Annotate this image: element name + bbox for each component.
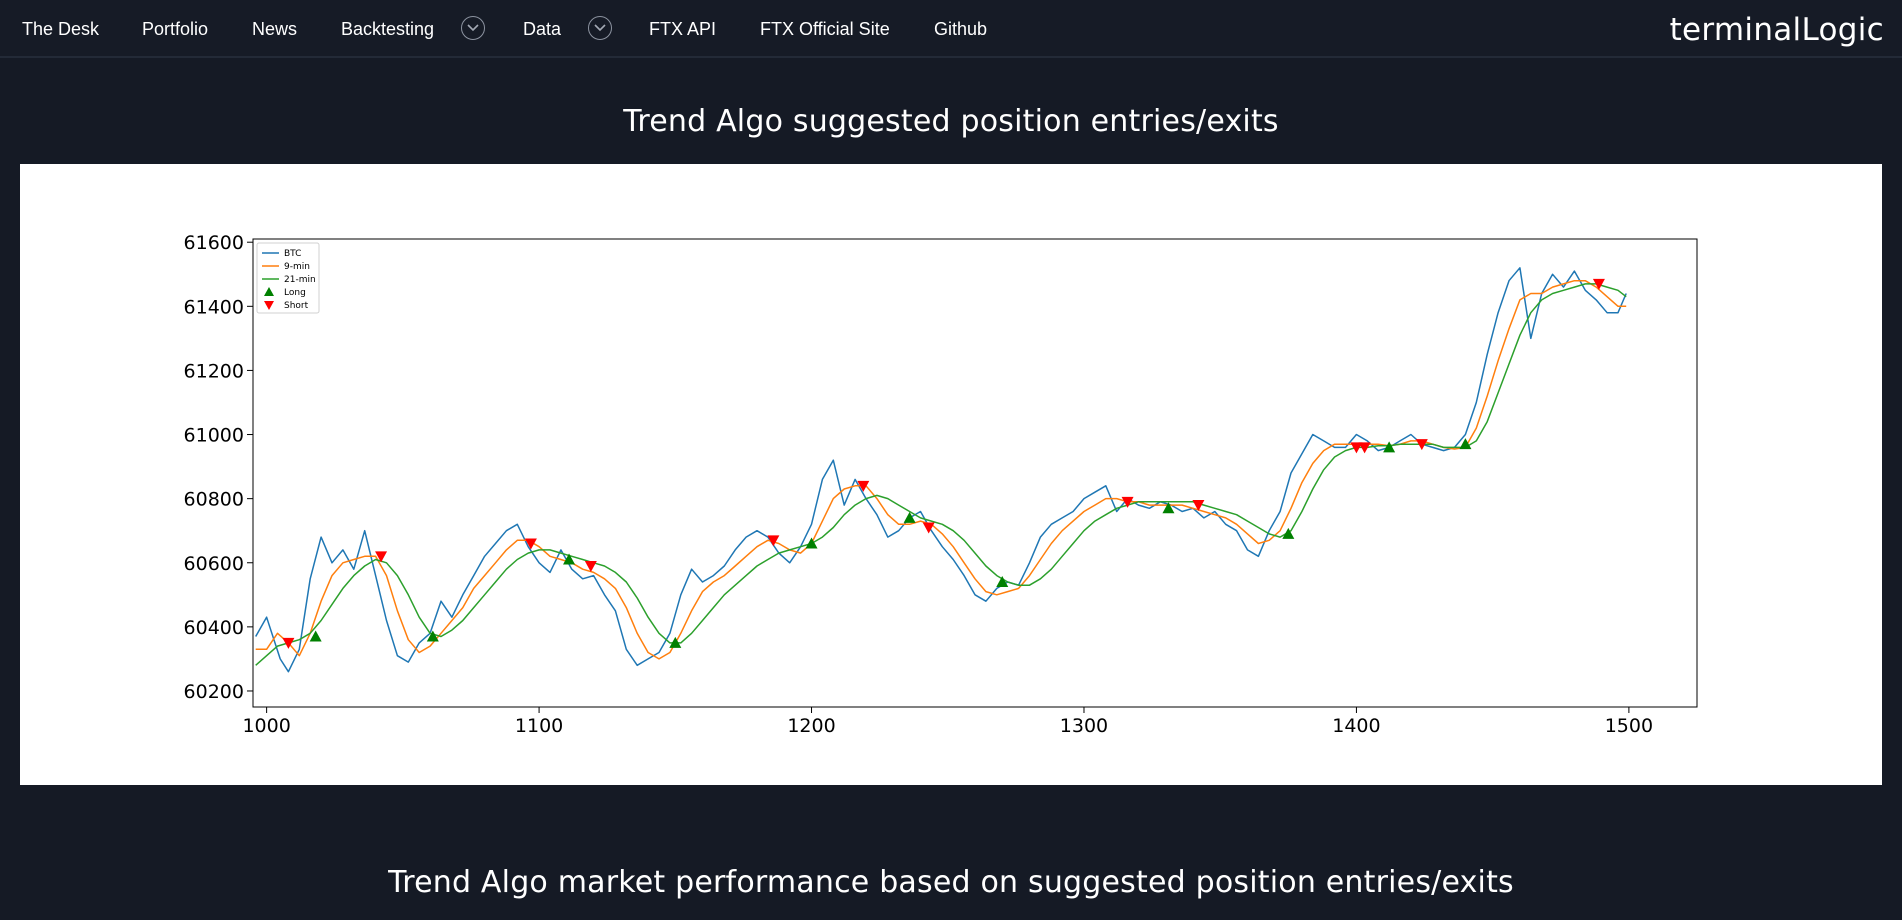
long-marker	[1162, 502, 1175, 514]
top-navbar: The Desk Portfolio News Backtesting Data…	[0, 0, 1902, 58]
nav-link-news[interactable]: News	[252, 19, 298, 39]
legend-long-marker	[264, 287, 274, 296]
nav-link-github[interactable]: Github	[934, 19, 988, 39]
short-marker	[857, 480, 870, 492]
price-chart: 1000 1100 1200 1300 1400 1500 60200 60400 60600 6…	[184, 232, 1698, 737]
y-tick-label: 60200	[184, 681, 244, 703]
short-marker	[584, 560, 597, 572]
y-tick-label: 61200	[184, 360, 244, 382]
short-marker	[922, 522, 935, 534]
nav-link-ftx-official-site[interactable]: FTX Official Site	[760, 19, 890, 39]
long-marker	[309, 630, 322, 642]
long-marker	[1459, 438, 1472, 450]
legend-label: Short	[284, 301, 309, 311]
nav-link-the-desk[interactable]: The Desk	[22, 19, 100, 39]
chart-panel: 1000 1100 1200 1300 1400 1500 60200 60400 60600 6…	[20, 164, 1882, 785]
short-marker	[1415, 439, 1428, 451]
short-marker	[1358, 442, 1371, 454]
y-tick-label: 60600	[184, 553, 244, 575]
short-marker	[1592, 278, 1605, 290]
y-tick-label: 61400	[184, 296, 244, 318]
nav-link-data[interactable]: Data	[523, 19, 562, 39]
plot-area	[252, 238, 1698, 708]
legend-label: 9-min	[284, 262, 310, 272]
chevron-down-icon	[467, 24, 479, 32]
data-dropdown-toggle[interactable]	[588, 16, 612, 40]
short-marker	[1192, 500, 1205, 512]
short-marker	[524, 538, 537, 550]
x-tick-label: 1100	[515, 715, 563, 737]
short-marker	[282, 637, 295, 649]
performance-section-title: Trend Algo market performance based on s…	[388, 865, 1514, 900]
long-marker	[805, 537, 818, 549]
series-21-min-line	[255, 283, 1627, 666]
short-marker	[767, 535, 780, 547]
y-tick-label: 60400	[184, 617, 244, 639]
short-marker	[1121, 496, 1134, 508]
long-marker	[1282, 527, 1295, 539]
long-marker	[669, 636, 682, 648]
legend-label: 21-min	[284, 275, 316, 285]
brand-logo[interactable]: terminalLogic	[1669, 12, 1884, 48]
y-tick-label: 61600	[184, 232, 244, 254]
legend-label: BTC	[284, 249, 301, 259]
short-marker	[1350, 442, 1363, 454]
nav-link-ftx-api[interactable]: FTX API	[649, 19, 717, 39]
backtesting-dropdown-toggle[interactable]	[461, 16, 485, 40]
x-tick-label: 1500	[1605, 715, 1653, 737]
y-tick-label: 61000	[184, 425, 244, 447]
x-tick-label: 1200	[787, 715, 835, 737]
short-marker	[375, 551, 388, 563]
series-btc-line	[255, 267, 1627, 673]
x-tick-label: 1400	[1332, 715, 1380, 737]
nav-link-portfolio[interactable]: Portfolio	[142, 19, 209, 39]
legend-label: Long	[284, 288, 306, 298]
long-marker	[903, 511, 916, 523]
x-tick-label: 1000	[242, 715, 290, 737]
long-marker	[996, 575, 1009, 587]
x-tick-label: 1300	[1060, 715, 1108, 737]
y-tick-label: 60800	[184, 489, 244, 511]
long-marker	[426, 630, 439, 642]
chart-section-title: Trend Algo suggested position entries/ex…	[623, 104, 1279, 139]
long-marker	[563, 553, 576, 565]
nav-link-backtesting[interactable]: Backtesting	[341, 19, 435, 39]
chevron-down-icon	[594, 24, 606, 32]
legend-short-marker	[264, 301, 274, 310]
long-marker	[1383, 441, 1396, 453]
